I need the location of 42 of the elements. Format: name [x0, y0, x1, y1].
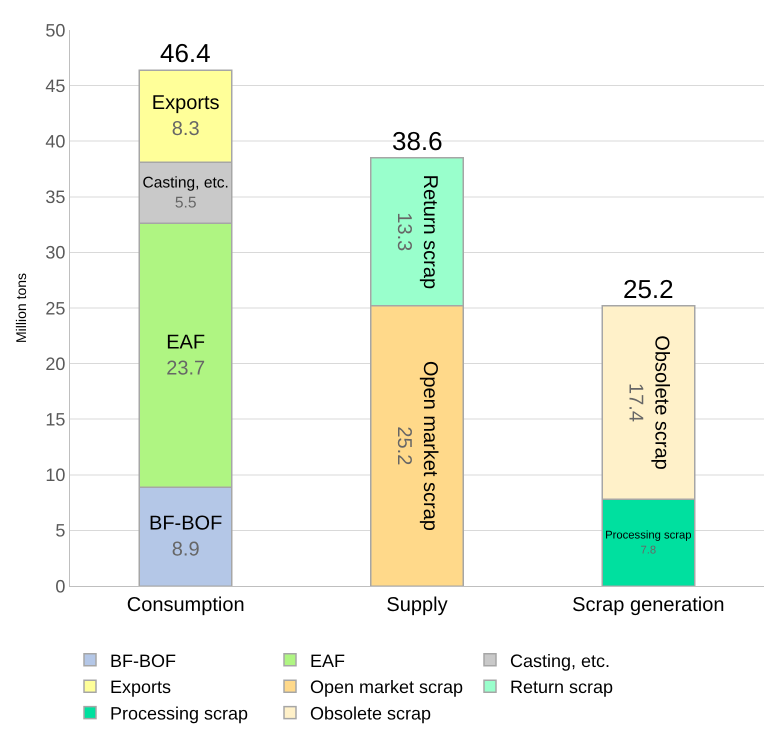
- y-tick-label: 50: [45, 20, 66, 40]
- y-tick-label: 45: [45, 76, 66, 96]
- data-label: 17.4: [624, 383, 646, 422]
- y-axis-title: Million tons: [12, 272, 29, 344]
- x-tick-label: Supply: [386, 594, 448, 616]
- y-tick-label: 40: [45, 132, 66, 152]
- text: Return scrap: [419, 174, 441, 290]
- legend-label: Open market scrap: [310, 677, 464, 698]
- y-tick-label: 20: [45, 354, 66, 374]
- text: Exports: [152, 92, 220, 114]
- total-label: 46.4: [160, 38, 211, 68]
- text: Processing scrap: [605, 530, 692, 542]
- y-tick-label: 30: [45, 242, 66, 263]
- data-label: 7.8: [640, 544, 656, 556]
- y-tick-label: 0: [55, 576, 66, 596]
- y-tick-label: 15: [45, 410, 66, 430]
- text: Obsolete scrap: [650, 335, 672, 470]
- text: Open market scrap: [419, 360, 441, 531]
- y-tick-label: 5: [55, 520, 66, 541]
- x-tick-label: Scrap generation: [572, 594, 724, 616]
- total-label: 38.6: [392, 126, 443, 156]
- total-label: 25.2: [623, 274, 674, 304]
- data-label: 8.9: [172, 538, 200, 561]
- data-label: 13.3: [393, 212, 415, 252]
- text: Casting, etc.: [142, 174, 229, 192]
- y-tick-label: 10: [45, 465, 66, 486]
- legend-label: Casting, etc.: [510, 650, 610, 671]
- legend-label: BF-BOF: [110, 650, 176, 671]
- text: EAF: [166, 331, 206, 354]
- y-tick-label: 35: [45, 187, 66, 208]
- legend-label: Return scrap: [510, 677, 614, 698]
- data-label: 25.2: [393, 426, 415, 466]
- legend-label: EAF: [310, 650, 346, 671]
- data-label: 8.3: [172, 118, 200, 140]
- data-label: 5.5: [174, 194, 196, 212]
- x-tick-label: Consumption: [126, 594, 245, 616]
- legend-label: Processing scrap: [110, 704, 248, 724]
- y-tick-label: 25: [45, 298, 66, 318]
- text: BF-BOF: [148, 512, 222, 535]
- legend-label: Obsolete scrap: [310, 704, 432, 724]
- legend-label: Exports: [110, 677, 172, 698]
- data-label: 23.7: [166, 357, 206, 380]
